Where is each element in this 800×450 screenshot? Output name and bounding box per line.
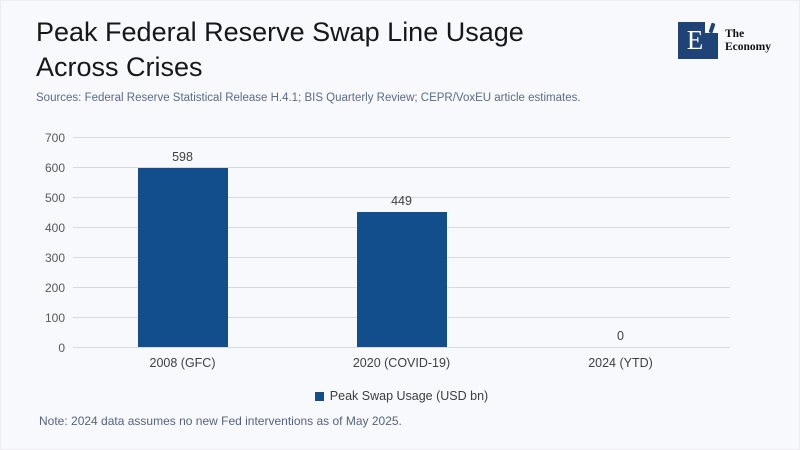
brand-logo-text: The Economy (725, 28, 771, 53)
gridline: 600 (45, 161, 730, 175)
sources-caption: Sources: Federal Reserve Statistical Rel… (36, 92, 581, 104)
x-axis-label: 2020 (COVID-19) (352, 356, 451, 370)
x-axis-label: 2008 (GFC) (149, 356, 216, 370)
legend-swatch-icon (314, 391, 324, 401)
page-title-line2: Across Crises (36, 52, 203, 82)
x-axis-label: 2024 (YTD) (588, 356, 653, 370)
legend-label: Peak Swap Usage (USD bn) (329, 389, 489, 403)
brand-logo-icon: E (678, 20, 718, 59)
brand-name-line2: Economy (725, 40, 771, 53)
bar-2008 (GFC) (137, 167, 228, 347)
y-tick-label: 400 (44, 221, 65, 235)
brand-logo: E The Economy (678, 20, 771, 59)
bar-value-label: 0 (617, 329, 624, 343)
footnote: Note: 2024 data assumes no new Fed inter… (39, 414, 402, 428)
brand-name-line1: The (725, 28, 745, 40)
y-tick-label: 0 (58, 341, 65, 355)
bar-value-label: 449 (391, 194, 412, 209)
y-tick-label: 200 (44, 281, 65, 295)
x-axis-labels: 2008 (GFC) 2020 (COVID-19) 2024 (YTD) (73, 356, 730, 374)
bar-2020 (COVID-19) (356, 212, 447, 347)
y-tick-label: 300 (44, 251, 65, 265)
gridline: 500 (45, 191, 730, 205)
y-tick-label: 700 (44, 131, 65, 145)
plot-area: 0 100 200 300 400 500 600 700 598 449 0 (45, 131, 730, 355)
gridline: 0 (58, 341, 730, 355)
y-tick-label: 500 (44, 191, 65, 205)
page-title-line1: Peak Federal Reserve Swap Line Usage (36, 17, 524, 47)
bar-value-label: 598 (172, 149, 193, 164)
legend: Peak Swap Usage (USD bn) (73, 389, 730, 403)
y-tick-label: 100 (44, 311, 65, 325)
logo-letter: E (686, 25, 704, 55)
gridline: 700 (45, 131, 730, 145)
y-tick-label: 600 (44, 161, 65, 175)
page-title: Peak Federal Reserve Swap Line Usage Acr… (36, 15, 524, 85)
